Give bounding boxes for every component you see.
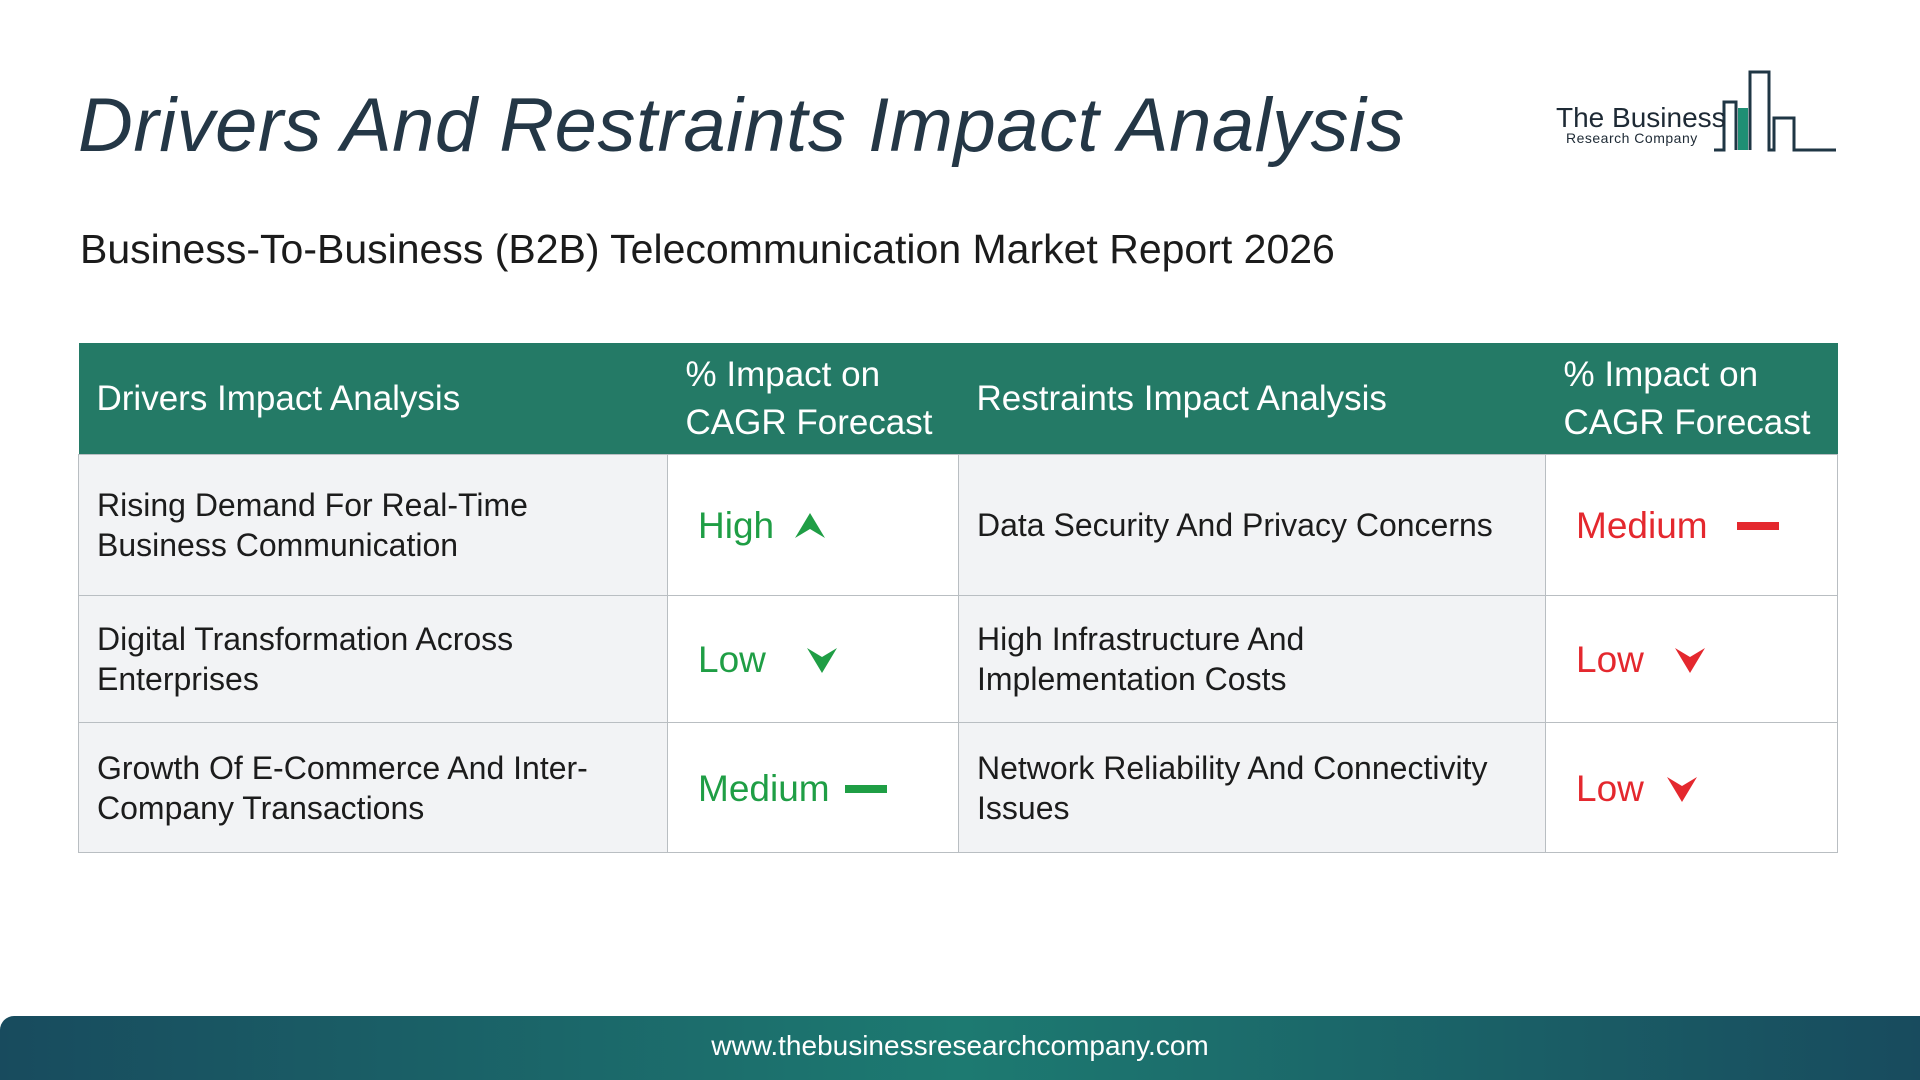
col-header-restraints: Restraints Impact Analysis bbox=[958, 343, 1546, 455]
driver-impact-level: Medium bbox=[698, 767, 830, 809]
website-link[interactable]: www.thebusinessresearchcompany.com bbox=[711, 1030, 1209, 1061]
page-title: Drivers And Restraints Impact Analysis bbox=[78, 83, 1405, 168]
arrow-up-icon bbox=[795, 513, 825, 539]
restraint-impact-cell: Low bbox=[1545, 722, 1838, 853]
driver-impact-level: Low bbox=[698, 639, 766, 681]
report-subtitle: Business-To-Business (B2B) Telecommunica… bbox=[80, 226, 1335, 272]
driver-impact-level: High bbox=[698, 505, 775, 547]
table-row: Digital Transformation Across Enterprise… bbox=[78, 595, 1838, 723]
logo-buildings-icon bbox=[1714, 70, 1836, 152]
restraint-impact-cell: Low bbox=[1545, 595, 1838, 723]
col-header-drivers: Drivers Impact Analysis bbox=[78, 343, 668, 455]
driver-cell: Growth Of E-Commerce And Inter-Company T… bbox=[78, 722, 668, 853]
restraint-impact-level: Low bbox=[1576, 767, 1644, 809]
driver-impact-cell: Low bbox=[667, 595, 959, 723]
arrow-down-icon bbox=[1674, 648, 1705, 674]
col-header-restraint-impact: % Impact on CAGR Forecast bbox=[1545, 343, 1838, 455]
restraint-cell: High Infrastructure And Implementation C… bbox=[958, 595, 1546, 723]
table-header-row: Drivers Impact Analysis % Impact on CAGR… bbox=[78, 343, 1838, 455]
driver-cell: Rising Demand For Real-Time Business Com… bbox=[78, 454, 668, 596]
table-row: Rising Demand For Real-Time Business Com… bbox=[78, 454, 1838, 596]
footer-bar: www.thebusinessresearchcompany.com bbox=[0, 1016, 1920, 1080]
driver-impact-cell: Medium bbox=[667, 722, 959, 853]
arrow-down-icon bbox=[1666, 776, 1697, 802]
arrow-down-icon bbox=[806, 648, 837, 674]
restraint-impact-level: Low bbox=[1576, 639, 1644, 681]
dash-icon bbox=[844, 784, 887, 793]
restraint-cell: Network Reliability And Connectivity Iss… bbox=[958, 722, 1546, 853]
restraint-cell: Data Security And Privacy Concerns bbox=[958, 454, 1546, 596]
driver-cell: Digital Transformation Across Enterprise… bbox=[78, 595, 668, 723]
restraint-impact-cell: Medium bbox=[1545, 454, 1838, 596]
driver-impact-cell: High bbox=[667, 454, 959, 596]
logo-tagline: Research Company bbox=[1566, 130, 1698, 146]
restraint-impact-level: Medium bbox=[1576, 505, 1708, 547]
col-header-driver-impact: % Impact on CAGR Forecast bbox=[667, 343, 959, 455]
dash-icon bbox=[1736, 522, 1779, 531]
impact-table: Drivers Impact Analysis % Impact on CAGR… bbox=[78, 343, 1838, 853]
logo-name: The Business bbox=[1556, 102, 1726, 133]
table-row: Growth Of E-Commerce And Inter-Company T… bbox=[78, 722, 1838, 853]
company-logo: The Business Research Company bbox=[1554, 68, 1836, 158]
